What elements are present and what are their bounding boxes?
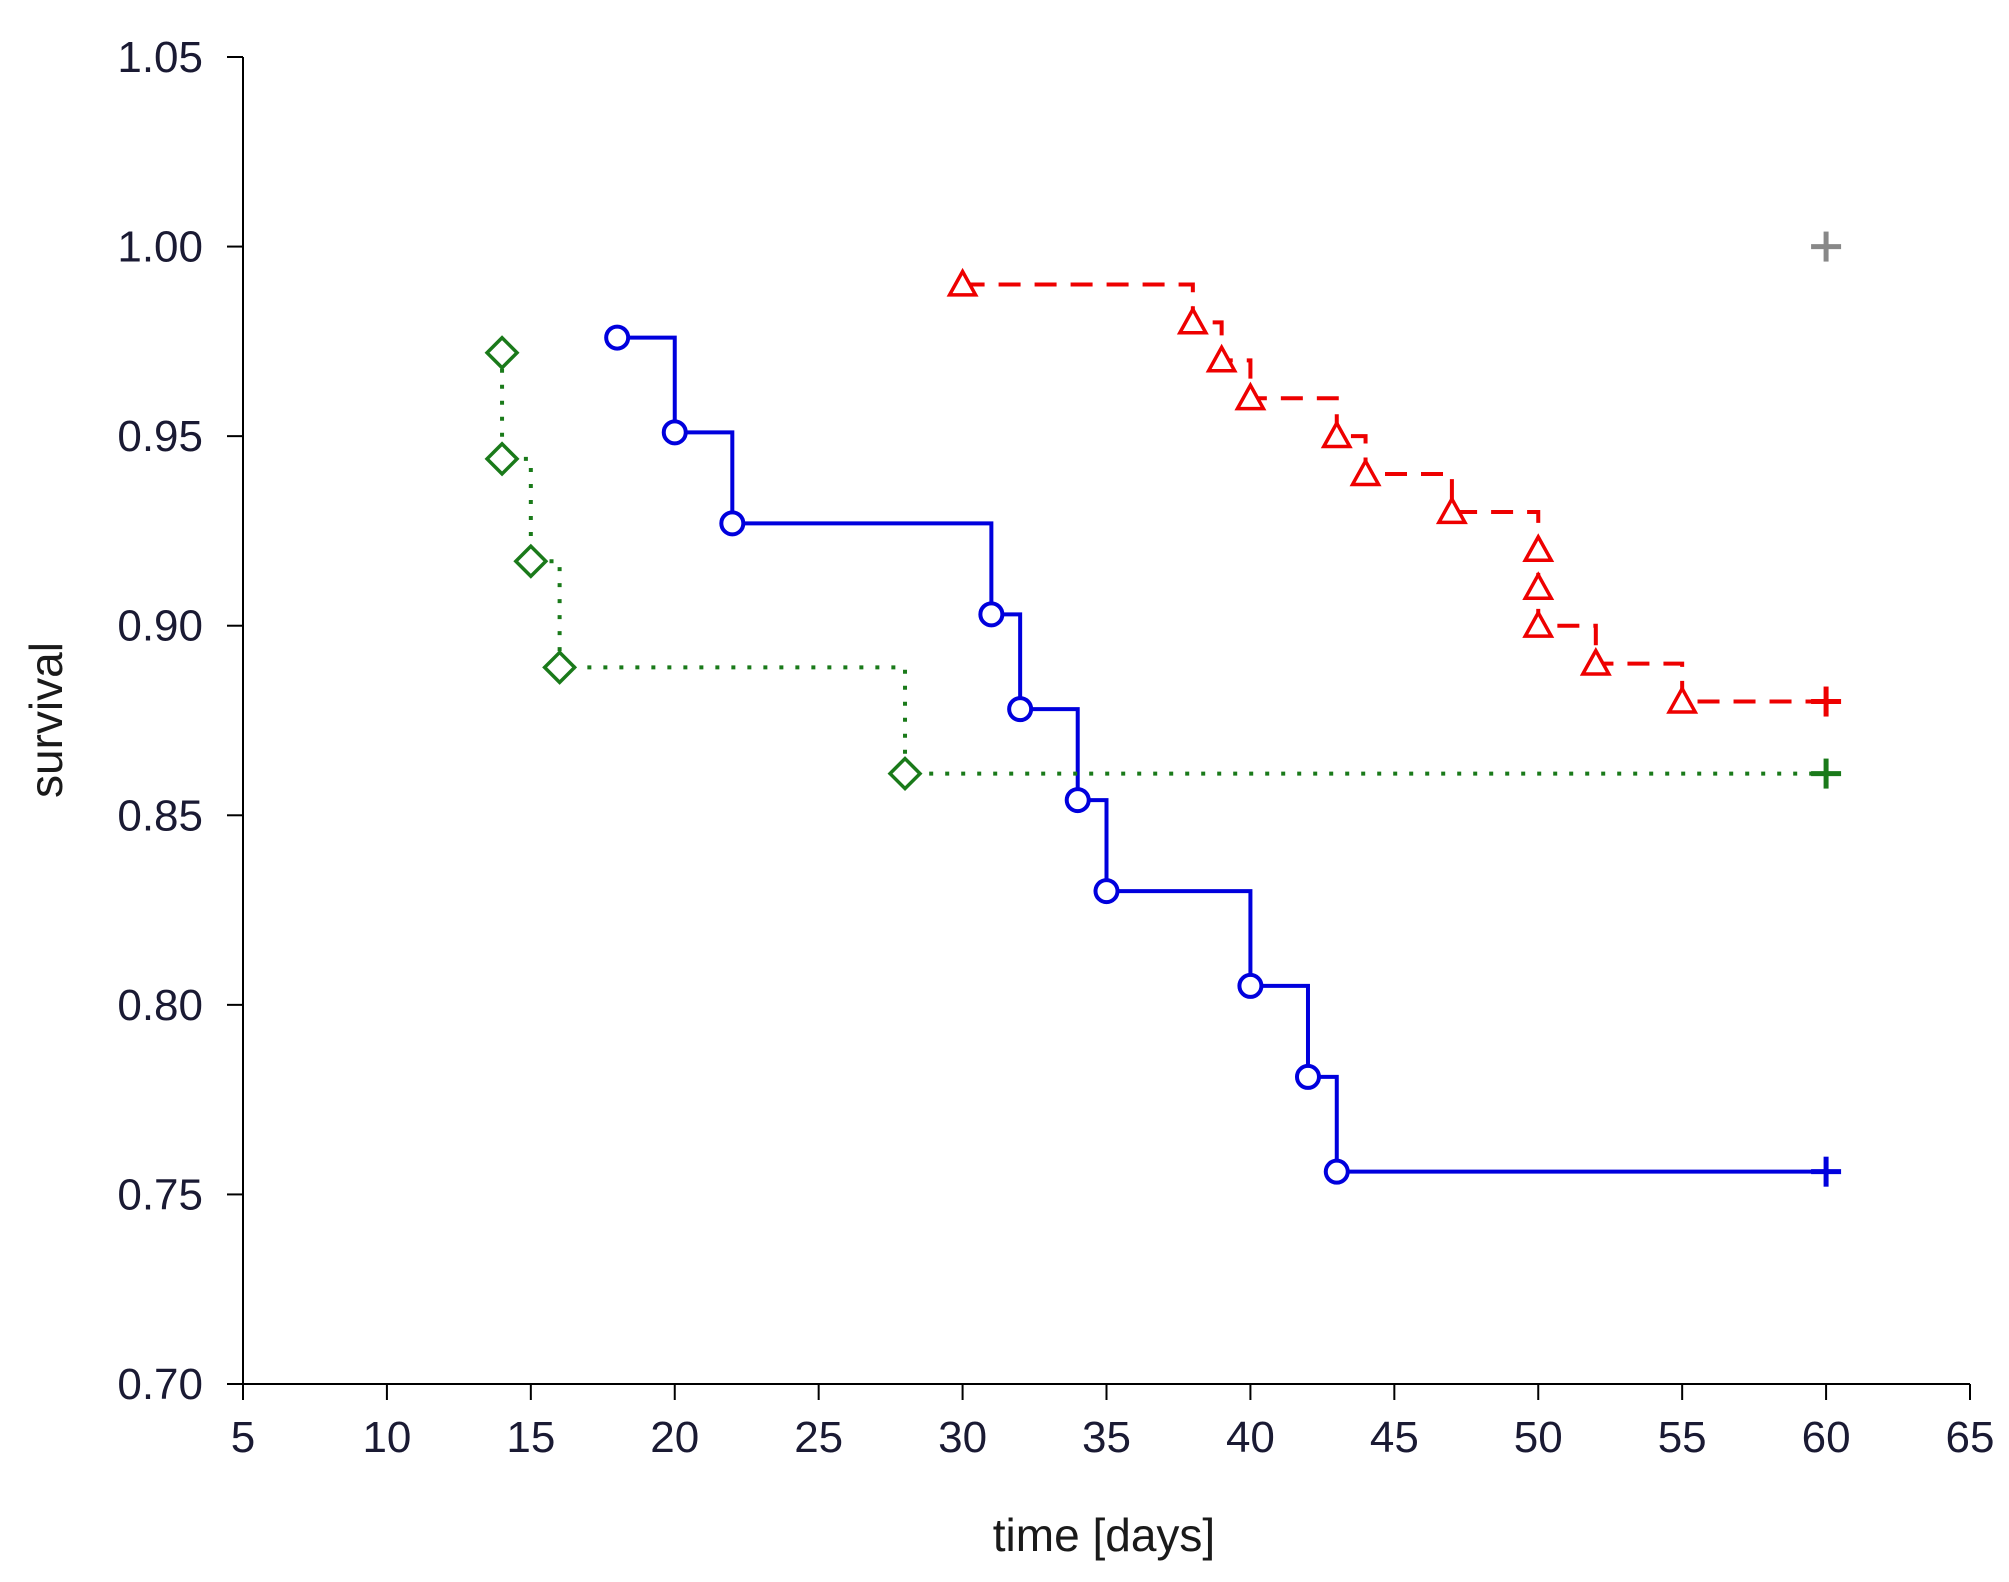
y-tick-label: 1.00 [117,223,203,272]
x-tick-label: 5 [231,1413,255,1462]
triangle-marker [1522,609,1555,638]
triangle-marker [1435,495,1468,525]
x-tick-label: 30 [938,1413,987,1462]
y-axis-title: survival [20,642,72,798]
triangle-marker [1176,305,1209,335]
x-tick-label: 40 [1226,1413,1275,1462]
series-line-blue-solid [617,335,1827,1174]
circle-marker [978,601,1005,628]
diamond-marker [513,543,549,579]
x-tick-label: 20 [650,1413,699,1462]
y-tick-label: 0.80 [117,981,203,1030]
diamond-marker [542,649,578,685]
triangle-marker [1205,343,1238,373]
x-tick-label: 45 [1370,1413,1419,1462]
series-gray [1811,231,1842,262]
y-tick-label: 1.05 [117,33,203,82]
diamond-marker [484,441,520,477]
x-tick-label: 15 [506,1413,555,1462]
y-tick-label: 0.90 [117,602,203,651]
circle-marker [1064,787,1091,814]
x-tick-label: 60 [1802,1413,1851,1462]
triangle-marker [1320,419,1353,449]
x-axis-title: time [days] [993,1509,1215,1561]
circle-marker [1323,1158,1350,1185]
circle-marker [604,324,631,351]
y-tick-label: 0.85 [117,791,203,840]
x-tick-label: 35 [1082,1413,1131,1462]
axes: 5 10 15 20 25 30 35 40 45 50 55 60 65 0.70 0.75 0.80 0.8… [117,33,1994,1462]
x-tick-label: 50 [1514,1413,1563,1462]
y-tick-label: 0.75 [117,1170,203,1219]
triangle-marker [1666,684,1699,714]
series-layer [484,231,1842,1187]
series-line-green-dotted [500,352,1827,776]
series-red-dashed [946,267,1842,717]
series-green-dotted [484,335,1842,792]
circle-marker [1237,972,1264,999]
triangle-marker [946,267,979,297]
circle-marker [1093,878,1120,905]
circle-marker [1007,696,1034,723]
x-tick-label: 55 [1658,1413,1707,1462]
y-tick-label: 0.70 [117,1360,203,1409]
diamond-marker [887,756,923,792]
triangle-marker [1579,647,1612,676]
x-tick-label: 65 [1946,1413,1995,1462]
series-line-red-dashed [962,282,1827,704]
y-tick-label: 0.95 [117,412,203,461]
circle-marker [661,419,688,446]
x-tick-label: 10 [362,1413,411,1462]
x-tick-label: 25 [794,1413,843,1462]
triangle-marker [1522,533,1555,563]
triangle-marker [1522,571,1555,600]
circle-marker [1294,1063,1321,1090]
series-blue-solid [604,324,1842,1187]
triangle-marker [1234,381,1267,411]
diamond-marker [484,335,520,371]
triangle-marker [1349,457,1382,487]
circle-marker [719,510,746,537]
